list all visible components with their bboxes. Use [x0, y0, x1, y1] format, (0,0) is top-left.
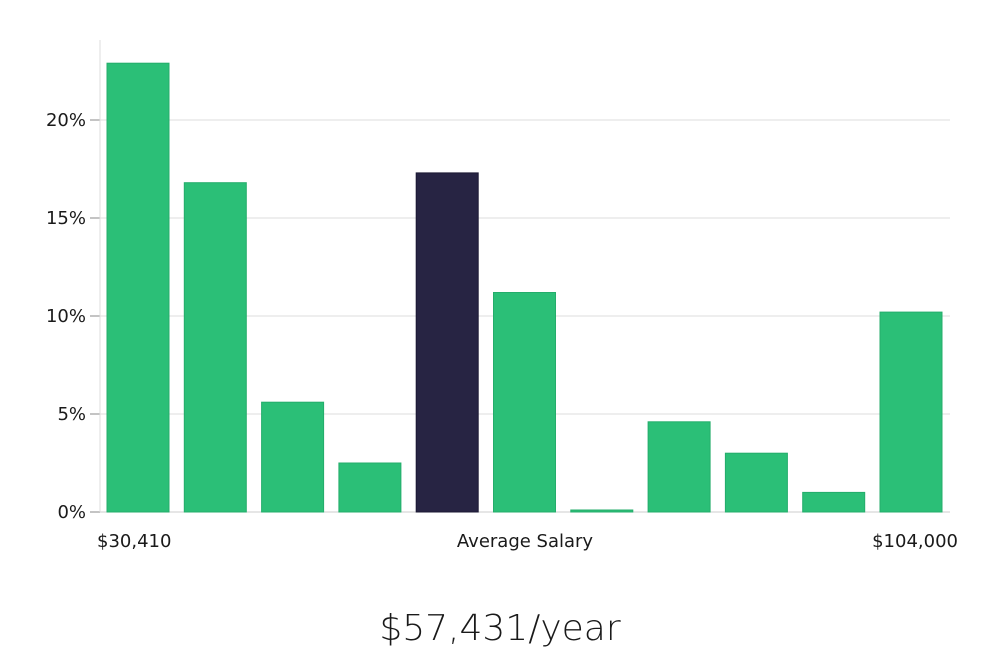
bar	[106, 62, 170, 513]
bar	[724, 452, 788, 513]
x-axis-max-label: $104,000	[872, 531, 958, 552]
y-tick-label: 0%	[57, 502, 86, 523]
average-salary-value: $57,431/year	[379, 608, 621, 649]
bar	[261, 401, 325, 513]
bar-average-salary	[415, 172, 479, 513]
x-axis-min-label: $30,410	[97, 531, 171, 552]
x-axis-average-label: Average Salary	[457, 531, 594, 552]
y-tick-label: 15%	[46, 208, 86, 229]
y-tick-label: 10%	[46, 306, 86, 327]
y-tick-label: 5%	[57, 404, 86, 425]
y-axis: 0% 5% 10% 15% 20%	[46, 110, 100, 523]
bar	[183, 182, 247, 513]
bar	[493, 292, 556, 513]
bars	[106, 62, 943, 513]
bar	[338, 462, 402, 513]
bar	[570, 509, 634, 513]
bar	[802, 491, 866, 513]
y-tick-label: 20%	[46, 110, 86, 131]
bar	[647, 421, 711, 513]
bar	[879, 311, 943, 513]
